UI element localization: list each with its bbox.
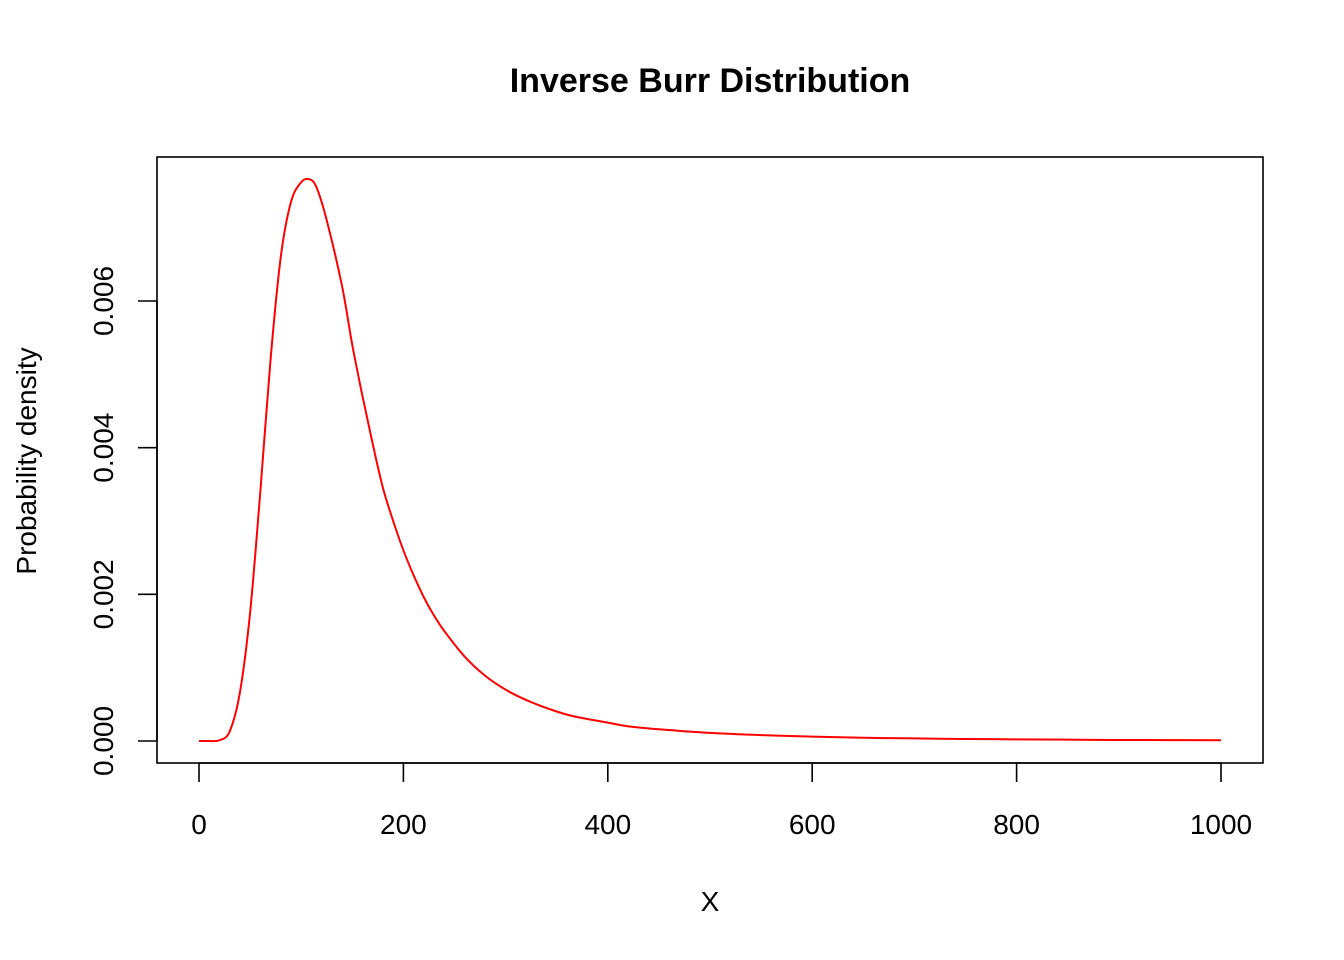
plot-frame [156, 156, 1264, 764]
y-axis: 0.000 0.002 0.004 0.006 [88, 266, 158, 776]
y-tick-label: 0.000 [88, 706, 119, 776]
x-axis-label: X [701, 886, 720, 917]
x-tick-label: 0 [191, 809, 207, 840]
x-tick-label: 200 [380, 809, 427, 840]
x-tick-label: 1000 [1190, 809, 1252, 840]
y-axis-label: Probability density [11, 347, 42, 574]
y-tick-label: 0.002 [88, 559, 119, 629]
x-tick-label: 800 [993, 809, 1040, 840]
y-tick-label: 0.004 [88, 413, 119, 483]
series-layer [198, 177, 1222, 743]
series-line-0 [198, 177, 1222, 743]
chart-title: Inverse Burr Distribution [510, 62, 911, 100]
x-tick-label: 400 [584, 809, 631, 840]
x-axis: 0 200 400 600 800 1000 [191, 762, 1252, 840]
y-tick-label: 0.006 [88, 266, 119, 336]
x-tick-label: 600 [789, 809, 836, 840]
